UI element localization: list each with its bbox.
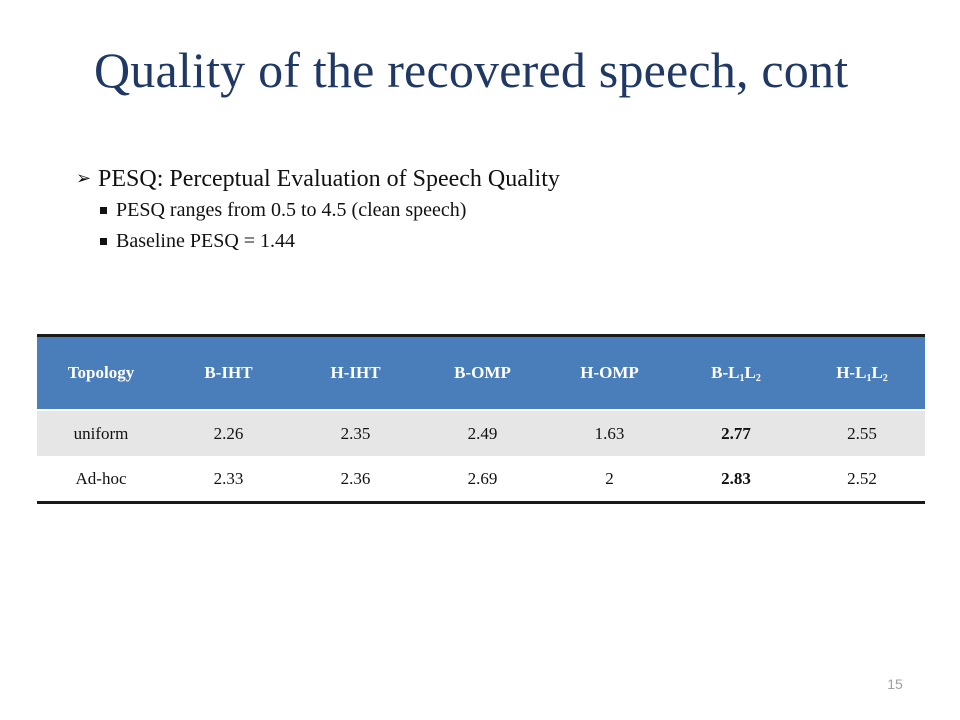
- table-cell: 2.69: [419, 456, 546, 504]
- page-number: 15: [887, 676, 903, 692]
- square-bullet-icon: [100, 238, 107, 245]
- table-cell: 2: [546, 456, 673, 504]
- table-cell: 2.26: [213, 423, 244, 443]
- bullet-sub-item: Baseline PESQ = 1.44: [76, 226, 560, 257]
- table-cell: uniform: [73, 423, 129, 443]
- table-cell: 2.49: [467, 423, 498, 443]
- bullet-sub-item: PESQ ranges from 0.5 to 4.5 (clean speec…: [76, 195, 560, 226]
- table-cell-best: 2.83: [673, 456, 799, 504]
- table-row: uniform 2.26 2.35 2.49 1.63 2.77 2.55: [37, 410, 925, 456]
- square-bullet-icon: [100, 207, 107, 214]
- table-cell: 2.35: [340, 423, 371, 443]
- arrow-bullet-icon: ➢: [76, 168, 92, 189]
- bullet-list: ➢ PESQ: Perceptual Evaluation of Speech …: [76, 163, 560, 257]
- table-header-row: Topology B-IHT H-IHT B-OMP H-OMP B-L1L2 …: [37, 334, 925, 411]
- slide-title: Quality of the recovered speech, cont: [94, 42, 849, 98]
- header-h-omp: H-OMP: [546, 334, 673, 411]
- results-table: Topology B-IHT H-IHT B-OMP H-OMP B-L1L2 …: [37, 334, 925, 504]
- header-b-omp: B-OMP: [419, 334, 546, 411]
- table-cell: 2.33: [165, 456, 292, 504]
- header-b-iht: B-IHT: [165, 334, 292, 411]
- header-h-l1l2: H-L1L2: [799, 334, 925, 411]
- bullet-sub-text: Baseline PESQ = 1.44: [116, 230, 296, 252]
- table-cell-best: 2.77: [721, 423, 751, 443]
- table-cell: 2.52: [799, 456, 925, 504]
- table-cell: 2.36: [292, 456, 419, 504]
- header-topology: Topology: [37, 334, 165, 411]
- header-h-iht: H-IHT: [292, 334, 419, 411]
- header-b-l1l2: B-L1L2: [673, 334, 799, 411]
- table-cell: Ad-hoc: [37, 456, 165, 504]
- bullet-main: ➢ PESQ: Perceptual Evaluation of Speech …: [76, 163, 560, 195]
- table-row: Ad-hoc 2.33 2.36 2.69 2 2.83 2.52: [37, 456, 925, 504]
- bullet-main-text: PESQ: Perceptual Evaluation of Speech Qu…: [98, 166, 560, 192]
- table-cell: 1.63: [594, 423, 625, 443]
- table-cell: 2.55: [847, 423, 877, 443]
- bullet-sub-text: PESQ ranges from 0.5 to 4.5 (clean speec…: [116, 199, 467, 221]
